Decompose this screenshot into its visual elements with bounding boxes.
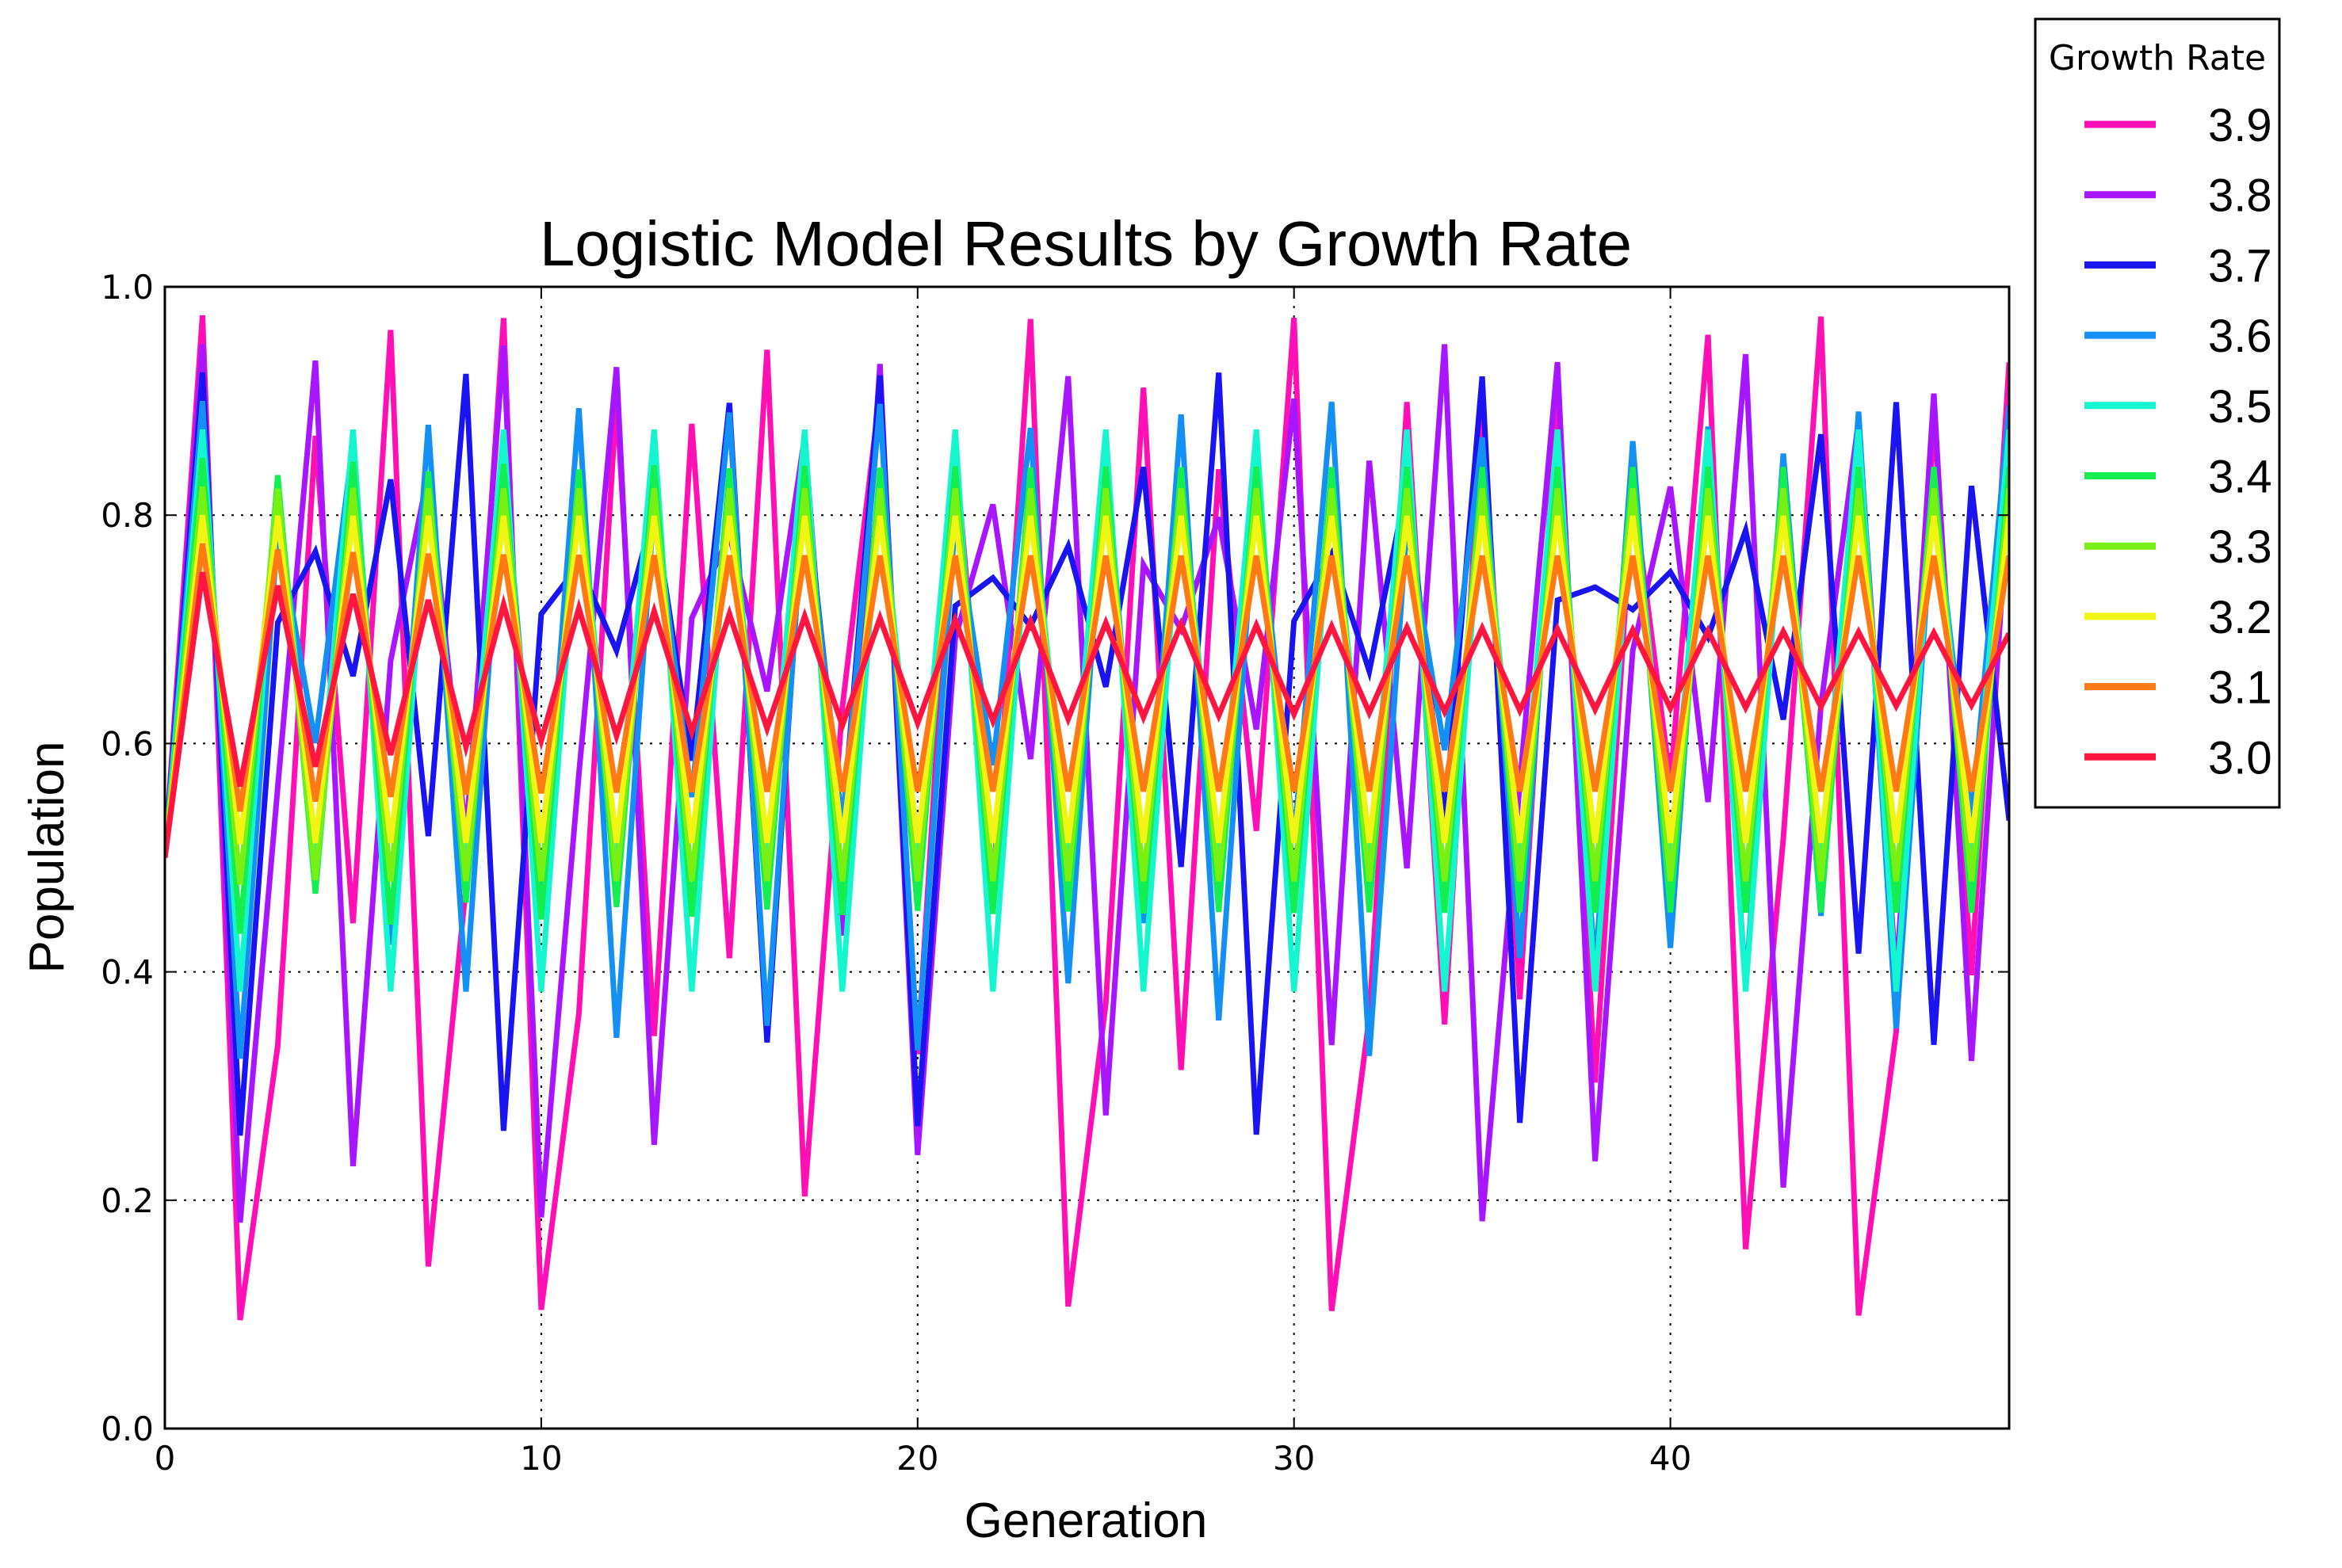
plot-frame (163, 285, 2011, 1430)
legend-label-3-5: 3.5 (2208, 381, 2272, 433)
legend-label-3-8: 3.8 (2208, 170, 2272, 222)
legend-title: Growth Rate (2049, 38, 2266, 78)
legend-label-3-3: 3.3 (2208, 521, 2272, 573)
y-tick-label: 0.0 (101, 1410, 154, 1448)
legend-label-3-0: 3.0 (2208, 732, 2272, 784)
series-line-3-0 (165, 571, 2009, 858)
x-tick-label: 40 (1649, 1439, 1691, 1478)
legend-box (2034, 17, 2281, 809)
legend: Growth Rate 3.9 3.8 3.7 3.6 3.5 3.4 3.3 3.2 3.1 3.… (2034, 17, 2281, 809)
series-group (165, 315, 2009, 1321)
y-tick-label: 0.2 (101, 1181, 154, 1220)
x-axis-label: Generation (965, 1494, 1208, 1548)
legend-label-3-7: 3.7 (2208, 240, 2272, 292)
legend-label-3-1: 3.1 (2208, 662, 2272, 714)
x-tick-label: 0 (155, 1439, 176, 1478)
legend-label-3-2: 3.2 (2208, 592, 2272, 643)
y-axis-label: Population (20, 741, 75, 973)
legend-label-3-6: 3.6 (2208, 311, 2272, 362)
y-tick-label: 0.4 (101, 953, 154, 992)
y-tick-label: 0.8 (101, 496, 154, 535)
x-tick-label: 30 (1273, 1439, 1315, 1478)
x-tick-label: 20 (896, 1439, 938, 1478)
plot-area: 0 10 20 30 40 0.0 0.2 0.4 0.6 0.8 1.0 (101, 268, 2011, 1478)
chart-title: Logistic Model Results by Growth Rate (540, 208, 1632, 279)
legend-label-3-4: 3.4 (2208, 452, 2272, 503)
y-tick-label: 0.6 (101, 724, 154, 763)
y-tick-label: 1.0 (101, 268, 154, 307)
legend-label-3-9: 3.9 (2208, 100, 2272, 151)
x-tick-label: 10 (520, 1439, 562, 1478)
